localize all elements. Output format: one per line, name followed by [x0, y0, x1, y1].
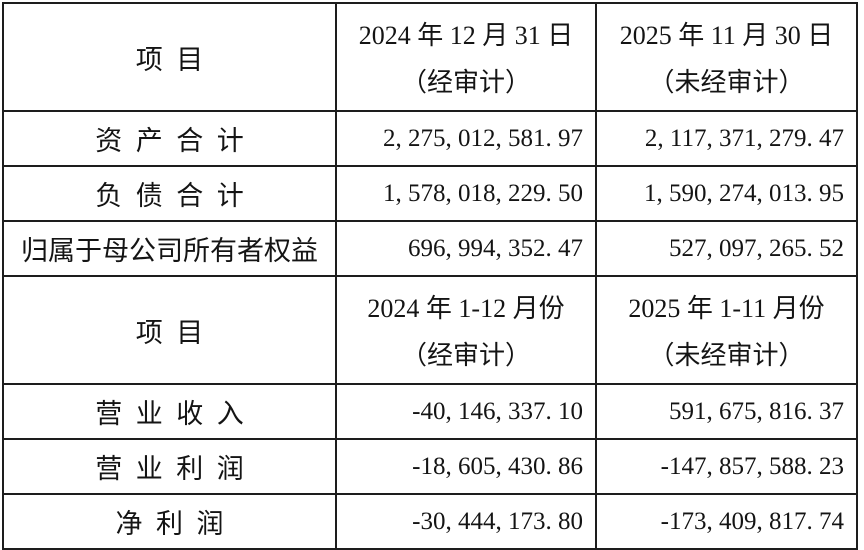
period-date: 2024 年 12 月 31 日 — [358, 20, 574, 50]
period-header: 2024 年 1-12 月份 （经审计） — [338, 278, 594, 382]
period-header-cell-2024: 2024 年 1-12 月份 （经审计） — [335, 275, 597, 385]
value-cell: -173, 409, 817. 74 — [595, 493, 858, 550]
table-row: 营业收入 -40, 146, 337. 10 591, 675, 816. 37 — [2, 383, 858, 440]
table-row: 项目 2024 年 12 月 31 日 （经审计） 2025 年 11 月 30… — [2, 2, 858, 112]
value-cell: 2, 117, 371, 279. 47 — [595, 110, 858, 167]
table-row: 净利润 -30, 444, 173. 80 -173, 409, 817. 74 — [2, 493, 858, 550]
row-label: 净利润 — [115, 509, 237, 539]
row-label-cell: 营业收入 — [2, 383, 337, 440]
row-label-cell: 资产合计 — [2, 110, 337, 167]
value-cell: 1, 578, 018, 229. 50 — [335, 165, 597, 222]
row-label: 营业收入 — [95, 399, 258, 429]
row-label: 资产合计 — [95, 126, 258, 156]
period-header-cell-2024: 2024 年 12 月 31 日 （经审计） — [335, 2, 597, 112]
period-header: 2024 年 12 月 31 日 （经审计） — [338, 5, 594, 109]
period-header: 2025 年 1-11 月份 （未经审计） — [598, 278, 855, 382]
value-cell: -40, 146, 337. 10 — [335, 383, 597, 440]
item-header-cell: 项目 — [2, 2, 337, 112]
audit-status: （未经审计） — [648, 68, 805, 98]
period-header: 2025 年 11 月 30 日 （未经审计） — [598, 5, 855, 109]
value-cell: 2, 275, 012, 581. 97 — [335, 110, 597, 167]
row-label-cell: 净利润 — [2, 493, 337, 550]
period-date: 2025 年 11 月 30 日 — [619, 20, 834, 50]
row-label-cell: 归属于母公司所有者权益 — [2, 220, 337, 277]
audit-status: （未经审计） — [648, 341, 805, 371]
audit-status: （经审计） — [400, 68, 531, 98]
period-date: 2025 年 1-11 月份 — [628, 293, 825, 323]
period-date: 2024 年 1-12 月份 — [367, 293, 565, 323]
value-cell: -147, 857, 588. 23 — [595, 438, 858, 495]
table-row: 项目 2024 年 1-12 月份 （经审计） 2025 年 1-11 月份 （… — [2, 275, 858, 385]
item-header-cell: 项目 — [2, 275, 337, 385]
row-label: 营业利润 — [95, 454, 258, 484]
table-row: 负债合计 1, 578, 018, 229. 50 1, 590, 274, 0… — [2, 165, 858, 222]
period-header-cell-2025: 2025 年 11 月 30 日 （未经审计） — [595, 2, 858, 112]
row-label-cell: 负债合计 — [2, 165, 337, 222]
item-header-label: 项目 — [135, 44, 217, 75]
value-cell: -30, 444, 173. 80 — [335, 493, 597, 550]
row-label: 负债合计 — [95, 181, 258, 211]
row-label: 归属于母公司所有者权益 — [21, 236, 318, 266]
row-label-cell: 营业利润 — [2, 438, 337, 495]
value-cell: 591, 675, 816. 37 — [595, 383, 858, 440]
item-header-label: 项目 — [135, 317, 217, 348]
value-cell: 696, 994, 352. 47 — [335, 220, 597, 277]
table-row: 营业利润 -18, 605, 430. 86 -147, 857, 588. 2… — [2, 438, 858, 495]
table-row: 归属于母公司所有者权益 696, 994, 352. 47 527, 097, … — [2, 220, 858, 277]
value-cell: 527, 097, 265. 52 — [595, 220, 858, 277]
table-row: 资产合计 2, 275, 012, 581. 97 2, 117, 371, 2… — [2, 110, 858, 167]
value-cell: -18, 605, 430. 86 — [335, 438, 597, 495]
audit-status: （经审计） — [400, 341, 531, 371]
period-header-cell-2025: 2025 年 1-11 月份 （未经审计） — [595, 275, 858, 385]
value-cell: 1, 590, 274, 013. 95 — [595, 165, 858, 222]
